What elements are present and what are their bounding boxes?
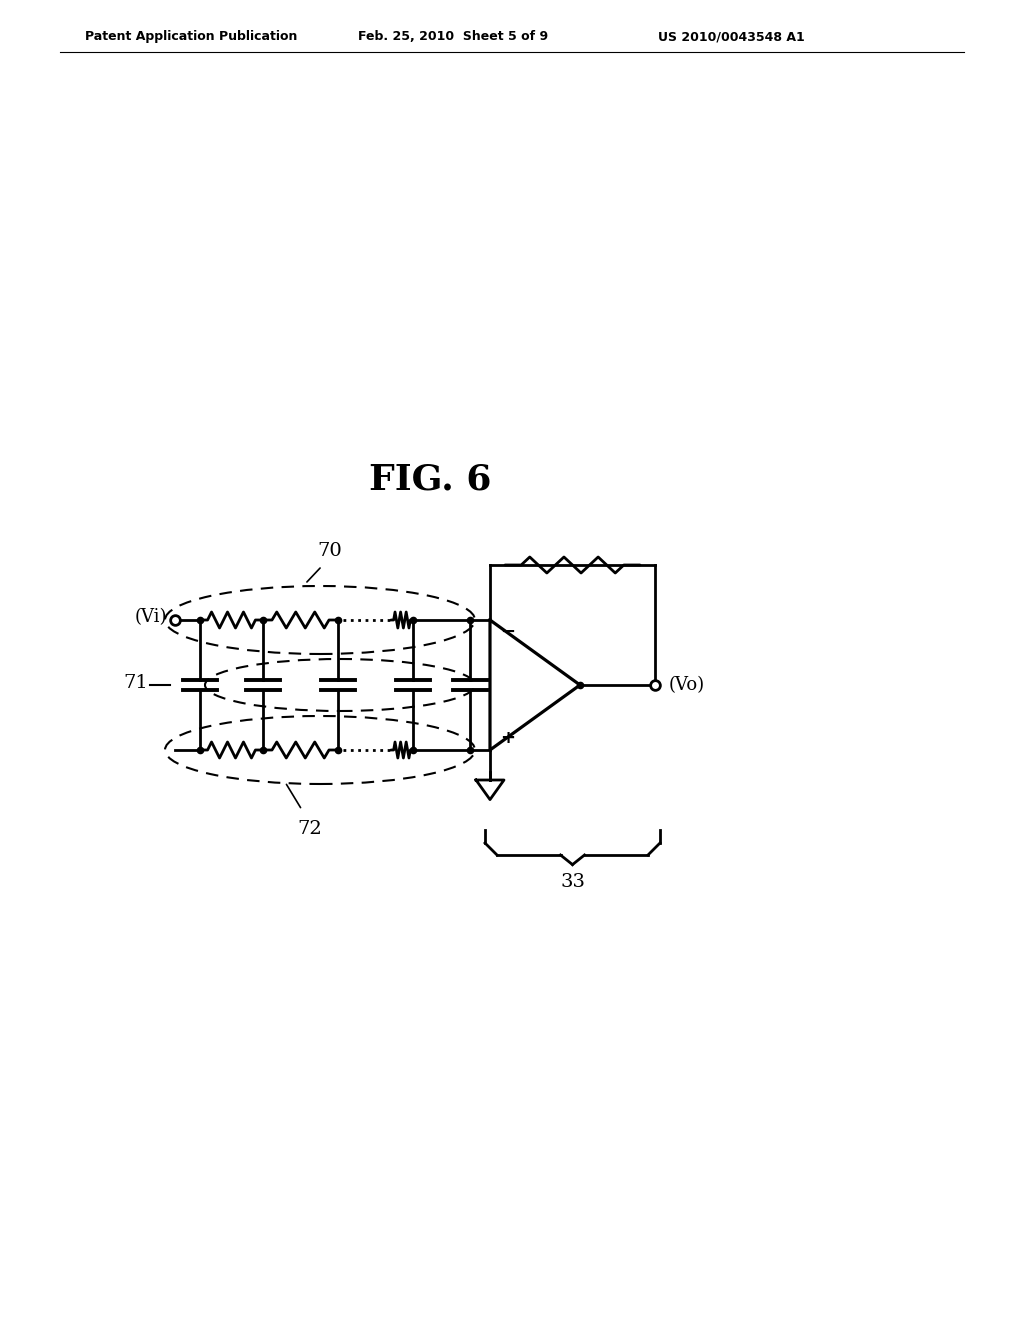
Text: 72: 72 (298, 820, 323, 838)
Text: FIG. 6: FIG. 6 (369, 463, 492, 498)
Text: (Vi): (Vi) (134, 609, 167, 626)
Text: −: − (500, 623, 515, 642)
Text: 33: 33 (560, 873, 585, 891)
Text: 71: 71 (123, 675, 148, 692)
Text: US 2010/0043548 A1: US 2010/0043548 A1 (658, 30, 805, 44)
Text: +: + (500, 729, 515, 747)
Text: Feb. 25, 2010  Sheet 5 of 9: Feb. 25, 2010 Sheet 5 of 9 (358, 30, 548, 44)
Text: 70: 70 (317, 543, 342, 560)
Text: (Vo): (Vo) (669, 676, 706, 694)
Text: Patent Application Publication: Patent Application Publication (85, 30, 297, 44)
